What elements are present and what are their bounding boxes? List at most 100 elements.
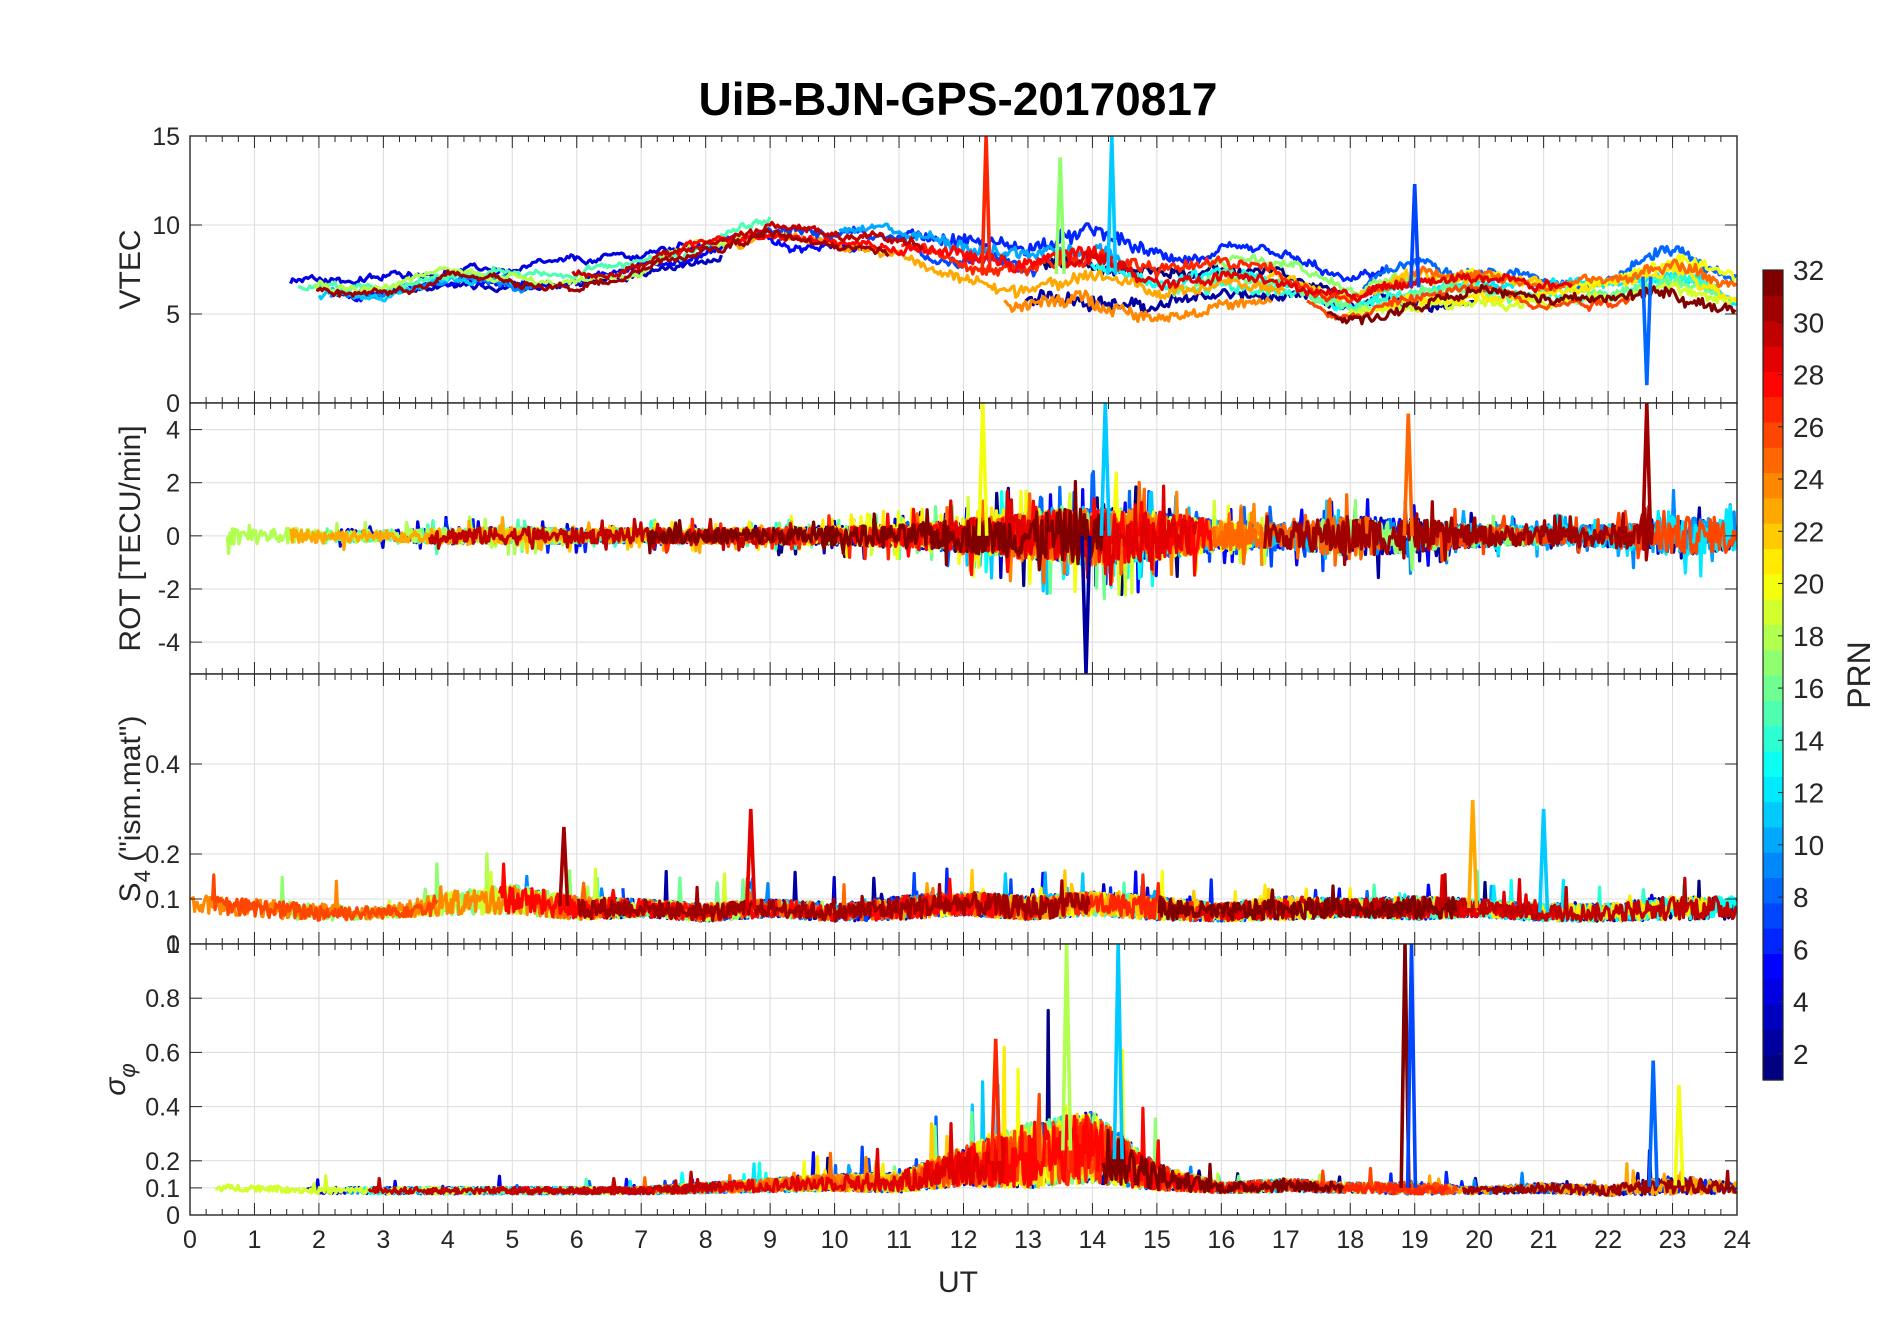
y-tick-label: 2 xyxy=(166,470,180,498)
y-tick-label: 0.4 xyxy=(145,1094,180,1122)
series-prn-32 xyxy=(1157,884,1458,922)
y-tick-label: 15 xyxy=(152,123,180,151)
panel-vtec: 0 5 10 15 VTEC xyxy=(114,123,1738,418)
series-prn-6 xyxy=(896,222,1386,283)
series-prn-30 xyxy=(571,220,924,281)
y-tick-label: 0.1 xyxy=(145,1175,180,1203)
spike-prn-20 xyxy=(1673,1084,1685,1186)
y-tick-label: 0.1 xyxy=(145,886,180,914)
colorbar-segment xyxy=(1763,599,1783,625)
colorbar-tick-label: 28 xyxy=(1793,360,1824,391)
x-tick-label: 14 xyxy=(1079,1226,1107,1254)
series-prn-31 xyxy=(576,879,1091,923)
x-tick-label: 8 xyxy=(699,1226,713,1254)
spike-prn-11 xyxy=(1112,944,1124,1160)
colorbar-segment xyxy=(1763,472,1783,499)
y-tick-label: -2 xyxy=(158,576,180,604)
chart-title: UiB-BJN-GPS-20170817 xyxy=(698,73,1217,125)
x-tick-label: 5 xyxy=(505,1226,519,1254)
panel-sigma_phi-ticks: 00.10.20.40.60.81 xyxy=(145,931,1738,1230)
colorbar-segment xyxy=(1763,1054,1783,1081)
colorbar-frame xyxy=(1762,269,1784,1081)
colorbar-segment xyxy=(1763,750,1783,777)
colorbar-segment xyxy=(1763,523,1783,550)
colorbar-segment xyxy=(1763,826,1783,853)
panel-rot-series xyxy=(225,403,1737,674)
colorbar-segment xyxy=(1763,953,1783,980)
colorbar-tick-label: 30 xyxy=(1793,307,1824,338)
colorbar-segment xyxy=(1763,801,1783,828)
x-tick-label: 7 xyxy=(634,1226,648,1254)
colorbar-segment xyxy=(1763,928,1783,955)
colorbar-segment xyxy=(1763,1029,1783,1056)
y-tick-label: 1 xyxy=(166,931,180,959)
spike-prn-11 xyxy=(1538,808,1550,913)
colorbar-segment xyxy=(1763,1004,1783,1030)
spike-prn-31 xyxy=(1641,403,1653,536)
y-tick-label: 10 xyxy=(152,212,180,240)
y-tick-label: 0 xyxy=(166,1202,180,1230)
y-tick-label: 0.8 xyxy=(145,985,180,1013)
colorbar-segment xyxy=(1763,877,1783,904)
x-tick-label: 6 xyxy=(570,1226,584,1254)
colorbar-segment xyxy=(1763,649,1783,676)
colorbar-segment xyxy=(1763,497,1783,524)
series-prn-19 xyxy=(1346,281,1737,317)
x-tick-label: 10 xyxy=(821,1226,849,1254)
x-tick-label: 2 xyxy=(312,1226,326,1254)
spike-prn-18 xyxy=(1061,944,1073,1151)
panel-rot-ylabel: ROT [TECU/min] xyxy=(114,425,147,651)
colorbar-segment xyxy=(1763,776,1783,803)
x-tick-label: 24 xyxy=(1723,1226,1751,1254)
panel-vtec-series xyxy=(289,136,1737,386)
colorbar-tick-label: 8 xyxy=(1793,882,1809,913)
y-tick-label: 0.4 xyxy=(145,751,180,779)
colorbar-tick-label: 2 xyxy=(1793,1039,1809,1070)
series-prn-24 xyxy=(1003,289,1273,323)
x-tick-label: 22 xyxy=(1594,1226,1622,1254)
colorbar-label: PRN xyxy=(1841,641,1877,709)
x-tick-label: 11 xyxy=(886,1226,912,1254)
colorbar-tick-label: 12 xyxy=(1793,778,1824,809)
x-tick-label: 1 xyxy=(248,1226,262,1254)
x-tick-label: 20 xyxy=(1465,1226,1493,1254)
y-tick-label: 0 xyxy=(166,523,180,551)
x-tick-label: 17 xyxy=(1272,1226,1300,1254)
colorbar-tick-label: 18 xyxy=(1793,621,1824,652)
spike-prn-29 xyxy=(745,808,757,910)
x-tick-label: 3 xyxy=(376,1226,390,1254)
y-tick-label: 5 xyxy=(166,301,180,329)
colorbar-segment xyxy=(1763,675,1783,701)
spike-prn-23 xyxy=(1467,799,1479,909)
colorbar-segment xyxy=(1763,295,1783,322)
x-tick-label: 21 xyxy=(1530,1226,1558,1254)
spike-prn-31 xyxy=(558,826,570,907)
series-prn-2 xyxy=(1024,288,1478,317)
colorbar-segment xyxy=(1763,548,1783,575)
panel-rot: -4 -2 0 2 4 ROT [TECU/min] xyxy=(114,402,1738,675)
panel-sigma_phi-series xyxy=(214,944,1737,1198)
x-tick-label: 4 xyxy=(441,1226,455,1254)
panel-s4-ylabel: S4 ("ism.mat") xyxy=(114,716,155,903)
colorbar-tick-label: 32 xyxy=(1793,255,1824,286)
colorbar-segment xyxy=(1763,624,1783,651)
y-tick-label: 0.2 xyxy=(145,841,180,869)
panel-vtec-ylabel: VTEC xyxy=(114,229,147,309)
colorbar-tick-label: 20 xyxy=(1793,569,1824,600)
colorbar-tick-label: 6 xyxy=(1793,934,1809,965)
series-prn-31 xyxy=(1263,500,1655,567)
y-tick-label: 0.6 xyxy=(145,1039,180,1067)
colorbar-segment xyxy=(1763,573,1783,600)
series-prn-29 xyxy=(1063,250,1574,303)
colorbar-segment xyxy=(1763,447,1783,474)
colorbar-tick-label: 26 xyxy=(1793,412,1824,443)
x-tick-label: 16 xyxy=(1207,1226,1235,1254)
spike-prn-27 xyxy=(990,1038,1002,1161)
colorbar-tick-label: 22 xyxy=(1793,516,1824,547)
series-prn-32 xyxy=(1326,283,1737,326)
colorbar-tick-label: 16 xyxy=(1793,673,1824,704)
